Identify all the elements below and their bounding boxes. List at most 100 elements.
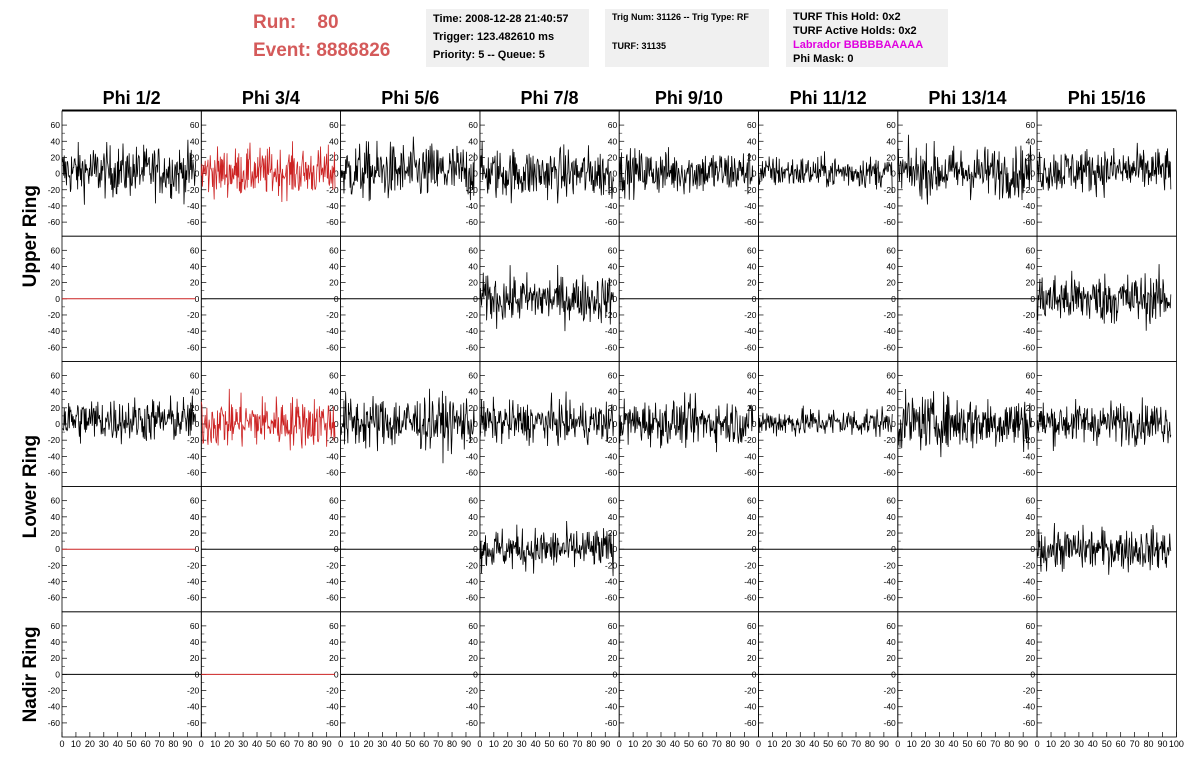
waveform-r0-c6 <box>897 134 1032 205</box>
ytick-label-r0-c7-2: -20 <box>1023 185 1036 195</box>
ytick-label-r4-c5-1: -40 <box>744 702 757 712</box>
ytick-label-r0-c1-1: -40 <box>187 201 200 211</box>
ytick-label-r4-c5-4: 20 <box>747 653 757 663</box>
column-title-5: Phi 9/10 <box>655 88 723 108</box>
xtick-label-c6-7: 70 <box>990 739 1000 749</box>
ytick-label-r0-c2-5: 40 <box>329 136 339 146</box>
ytick-label-r1-c1-2: -20 <box>187 310 200 320</box>
ytick-label-r3-c5-5: 40 <box>747 512 757 522</box>
xtick-label-c7-10: 100 <box>1169 739 1184 749</box>
turf-active-holds-text: TURF Active Holds: 0x2 <box>793 25 917 37</box>
ytick-label-r4-c2-4: 20 <box>329 653 339 663</box>
ytick-label-r1-c5-5: 40 <box>747 261 757 271</box>
ytick-label-r4-c1-0: -60 <box>187 718 200 728</box>
ytick-label-r4-c1-4: 20 <box>190 653 200 663</box>
ytick-label-r2-c2-1: -40 <box>326 451 339 461</box>
xtick-label-c1-1: 10 <box>210 739 220 749</box>
ytick-label-r2-c3-4: 20 <box>468 403 478 413</box>
ytick-label-r1-c3-1: -40 <box>466 326 479 336</box>
ytick-label-r4-c5-2: -20 <box>744 686 757 696</box>
ytick-label-r2-c0-4: 20 <box>51 403 61 413</box>
ytick-label-r3-c2-0: -60 <box>326 593 339 603</box>
ytick-label-r0-c3-6: 60 <box>468 120 478 130</box>
ytick-label-r0-c4-5: 40 <box>608 136 618 146</box>
ytick-label-r2-c0-2: -20 <box>48 435 61 445</box>
ytick-label-r3-c0-5: 40 <box>51 512 61 522</box>
ytick-label-r3-c0-4: 20 <box>51 528 61 538</box>
ytick-label-r4-c3-5: 40 <box>468 637 478 647</box>
ytick-label-r1-c1-4: 20 <box>190 278 200 288</box>
xtick-label-c1-0: 0 <box>199 739 204 749</box>
xtick-label-c0-6: 60 <box>141 739 151 749</box>
ytick-label-r4-c2-1: -40 <box>326 702 339 712</box>
ytick-label-r3-c3-6: 60 <box>468 496 478 506</box>
panel-frame-r2-c2 <box>340 360 481 487</box>
ytick-label-r3-c6-1: -40 <box>884 577 897 587</box>
ytick-label-r4-c3-4: 20 <box>468 653 478 663</box>
ytick-label-r2-c2-6: 60 <box>329 370 339 380</box>
xtick-label-c5-1: 10 <box>767 739 777 749</box>
ytick-label-r1-c7-4: 20 <box>1026 278 1036 288</box>
ytick-label-r4-c7-1: -40 <box>1023 702 1036 712</box>
waveform-r2-c3 <box>479 391 615 446</box>
ytick-label-r4-c2-3: 0 <box>334 669 339 679</box>
ytick-label-r3-c1-1: -40 <box>187 577 200 587</box>
ytick-label-r4-c3-2: -20 <box>466 686 479 696</box>
xtick-label-c0-2: 20 <box>85 739 95 749</box>
ytick-label-r4-c7-6: 60 <box>1026 621 1036 631</box>
column-title-1: Phi 1/2 <box>103 88 161 108</box>
priority-queue-text: Priority: 5 -- Queue: 5 <box>433 49 545 61</box>
xtick-label-c0-8: 80 <box>168 739 178 749</box>
xtick-label-c5-4: 40 <box>809 739 819 749</box>
ytick-label-r0-c3-1: -40 <box>466 201 479 211</box>
ytick-label-r4-c4-6: 60 <box>608 621 618 631</box>
ytick-label-r0-c5-0: -60 <box>744 217 757 227</box>
ytick-label-r0-c6-5: 40 <box>886 136 896 146</box>
ytick-label-r1-c0-6: 60 <box>51 245 61 255</box>
ytick-label-r0-c7-6: 60 <box>1026 120 1036 130</box>
ytick-label-r3-c7-1: -40 <box>1023 577 1036 587</box>
run-event-block: Run: 80 Event: 8886826 <box>253 9 390 65</box>
ytick-label-r1-c1-0: -60 <box>187 342 200 352</box>
ytick-label-r0-c4-0: -60 <box>605 217 618 227</box>
ytick-label-r2-c4-3: 0 <box>612 419 617 429</box>
xtick-label-c7-0: 0 <box>1035 739 1040 749</box>
ytick-label-r3-c3-4: 20 <box>468 528 478 538</box>
ytick-label-r2-c5-6: 60 <box>747 370 757 380</box>
ring-label-3: Nadir Ring <box>20 626 41 722</box>
ytick-label-r1-c5-1: -40 <box>744 326 757 336</box>
xtick-label-c1-6: 60 <box>280 739 290 749</box>
ytick-label-r4-c5-0: -60 <box>744 718 757 728</box>
xtick-label-c7-7: 70 <box>1130 739 1140 749</box>
xtick-label-c4-1: 10 <box>628 739 638 749</box>
ytick-label-r4-c1-2: -20 <box>187 686 200 696</box>
ytick-label-r2-c5-4: 20 <box>747 403 757 413</box>
trig-num-type-text: Trig Num: 31126 -- Trig Type: RF <box>612 12 749 22</box>
ytick-label-r3-c4-6: 60 <box>608 496 618 506</box>
column-title-6: Phi 11/12 <box>790 88 867 108</box>
ytick-label-r3-c3-5: 40 <box>468 512 478 522</box>
ytick-label-r2-c2-5: 40 <box>329 387 339 397</box>
ytick-label-r1-c7-5: 40 <box>1026 261 1036 271</box>
ytick-label-r2-c3-5: 40 <box>468 387 478 397</box>
ytick-label-r3-c5-0: -60 <box>744 593 757 603</box>
ytick-label-r3-c4-4: 20 <box>608 528 618 538</box>
xtick-label-c6-5: 50 <box>962 739 972 749</box>
xtick-label-c4-2: 20 <box>642 739 652 749</box>
ytick-label-r4-c6-5: 40 <box>886 637 896 647</box>
xtick-label-c3-1: 10 <box>489 739 499 749</box>
ytick-label-r2-c6-4: 20 <box>886 403 896 413</box>
ytick-label-r4-c4-0: -60 <box>605 718 618 728</box>
ytick-label-r4-c4-2: -20 <box>605 686 618 696</box>
ytick-label-r4-c4-4: 20 <box>608 653 618 663</box>
ytick-label-r3-c7-5: 40 <box>1026 512 1036 522</box>
ytick-label-r1-c2-0: -60 <box>326 342 339 352</box>
xtick-label-c4-0: 0 <box>617 739 622 749</box>
ytick-label-r4-c0-3: 0 <box>55 669 60 679</box>
event-label: Event: <box>253 40 312 61</box>
ytick-label-r4-c6-2: -20 <box>884 686 897 696</box>
waveform-r1-c3 <box>479 264 615 332</box>
ytick-label-r4-c1-6: 60 <box>190 621 200 631</box>
xtick-label-c7-4: 40 <box>1088 739 1098 749</box>
ytick-label-r1-c2-1: -40 <box>326 326 339 336</box>
